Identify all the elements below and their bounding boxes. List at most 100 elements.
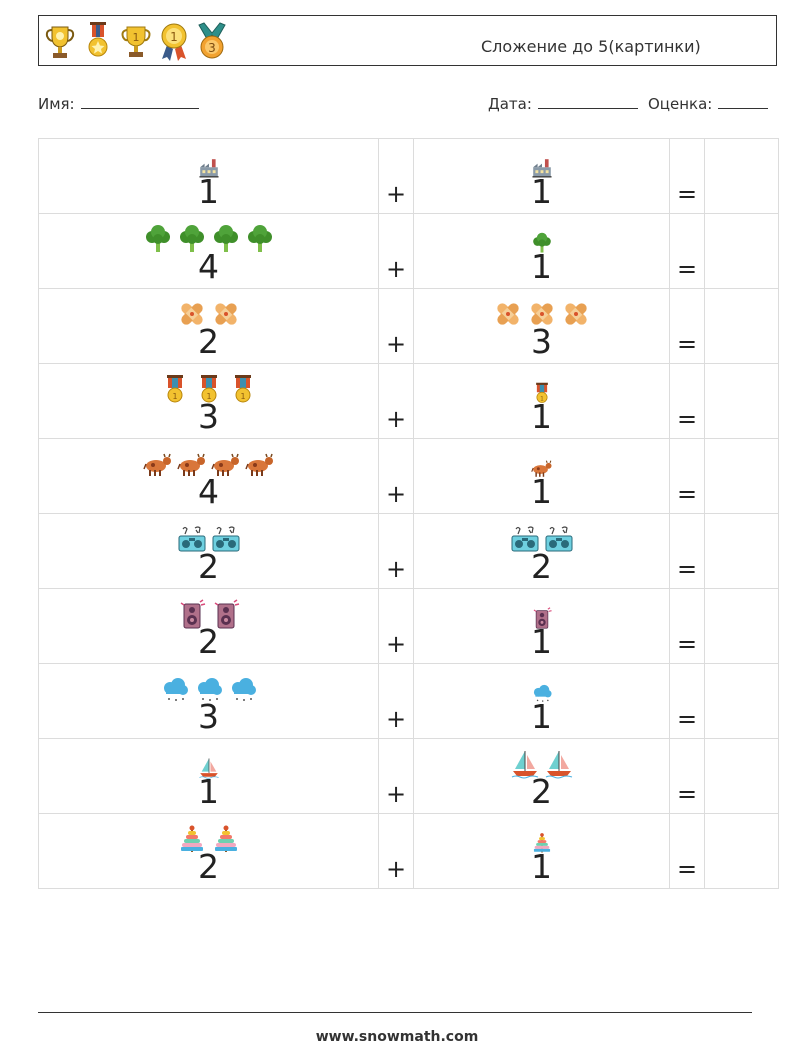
addend-b-cell: 1 bbox=[413, 363, 670, 439]
date-line[interactable] bbox=[537, 94, 638, 109]
plus-cell: + bbox=[378, 588, 414, 664]
plus-cell: + bbox=[378, 138, 414, 214]
svg-text:1: 1 bbox=[133, 31, 140, 44]
addend-b-number: 2 bbox=[531, 547, 552, 586]
equals-cell: = bbox=[669, 738, 705, 814]
addend-b-number: 1 bbox=[531, 472, 552, 511]
name-label: Имя: bbox=[38, 95, 75, 113]
addend-a-cell: 2 bbox=[38, 288, 379, 364]
equals-sign: = bbox=[676, 330, 698, 358]
answer-cell[interactable] bbox=[704, 138, 779, 214]
equals-sign: = bbox=[676, 630, 698, 658]
plus-sign: + bbox=[385, 255, 407, 283]
svg-text:3: 3 bbox=[208, 41, 216, 55]
answer-cell[interactable] bbox=[704, 213, 779, 289]
answer-cell[interactable] bbox=[704, 438, 779, 514]
answer-cell[interactable] bbox=[704, 363, 779, 439]
name-line[interactable] bbox=[80, 94, 199, 109]
addend-a-cell: 2 bbox=[38, 513, 379, 589]
addend-a-cell: 3 bbox=[38, 363, 379, 439]
plus-sign: + bbox=[385, 330, 407, 358]
plus-cell: + bbox=[378, 288, 414, 364]
answer-cell[interactable] bbox=[704, 738, 779, 814]
addend-a-cell: 2 bbox=[38, 813, 379, 889]
plus-sign: + bbox=[385, 780, 407, 808]
addend-a-number: 4 bbox=[198, 247, 219, 286]
plus-sign: + bbox=[385, 555, 407, 583]
plus-cell: + bbox=[378, 813, 414, 889]
table-row: 4 +1 = bbox=[38, 438, 779, 514]
addend-b-cell: 2 bbox=[413, 738, 670, 814]
answer-cell[interactable] bbox=[704, 513, 779, 589]
equals-cell: = bbox=[669, 138, 705, 214]
addend-b-cell: 3 bbox=[413, 288, 670, 364]
date-label: Дата: bbox=[488, 95, 532, 113]
date-field[interactable]: Дата: bbox=[488, 94, 638, 113]
table-row: 1 +1 = bbox=[38, 138, 779, 214]
plus-sign: + bbox=[385, 480, 407, 508]
addend-a-cell: 1 bbox=[38, 138, 379, 214]
addend-a-number: 2 bbox=[198, 847, 219, 886]
grade-label: Оценка: bbox=[648, 95, 713, 113]
addend-a-number: 3 bbox=[198, 397, 219, 436]
worksheet-header: 1 1 3 Сложение до 5(картинки) bbox=[38, 15, 777, 66]
table-row: 1 +2 = bbox=[38, 738, 779, 814]
plus-sign: + bbox=[385, 180, 407, 208]
addend-b-cell: 1 bbox=[413, 213, 670, 289]
answer-cell[interactable] bbox=[704, 588, 779, 664]
addend-a-number: 3 bbox=[198, 697, 219, 736]
equals-sign: = bbox=[676, 405, 698, 433]
header-icons: 1 1 3 bbox=[43, 19, 229, 63]
worksheet-title: Сложение до 5(картинки) bbox=[481, 37, 701, 56]
medal-ribbon-first-icon: 1 bbox=[161, 23, 187, 61]
addend-a-number: 2 bbox=[198, 622, 219, 661]
equals-sign: = bbox=[676, 780, 698, 808]
equals-sign: = bbox=[676, 855, 698, 883]
addend-a-cell: 4 bbox=[38, 213, 379, 289]
equals-sign: = bbox=[676, 255, 698, 283]
cup-first-icon: 1 bbox=[121, 26, 151, 57]
plus-sign: + bbox=[385, 855, 407, 883]
addend-b-number: 1 bbox=[531, 172, 552, 211]
addend-a-cell: 3 bbox=[38, 663, 379, 739]
table-row: 3 +1 = bbox=[38, 663, 779, 739]
addend-a-number: 2 bbox=[198, 322, 219, 361]
svg-text:1: 1 bbox=[170, 30, 178, 44]
answer-cell[interactable] bbox=[704, 813, 779, 889]
plus-cell: + bbox=[378, 738, 414, 814]
addend-b-cell: 1 bbox=[413, 138, 670, 214]
table-row: 3 +1 = bbox=[38, 363, 779, 439]
trophy-icon bbox=[45, 26, 75, 58]
addend-b-number: 1 bbox=[531, 847, 552, 886]
answer-cell[interactable] bbox=[704, 288, 779, 364]
addend-b-cell: 1 bbox=[413, 663, 670, 739]
grade-field[interactable]: Оценка: bbox=[648, 94, 769, 113]
table-row: 4 +1 = bbox=[38, 213, 779, 289]
addition-table: 1 +1 = 4 +1 = 2 +3 = 3 +1 = 4 +1 = 2 +2 = 2 +1 = 3 +1 = 1 +2 = 2 +1 = bbox=[38, 138, 779, 889]
table-row: 2 +3 = bbox=[38, 288, 779, 364]
plus-sign: + bbox=[385, 705, 407, 733]
table-row: 2 +2 = bbox=[38, 513, 779, 589]
equals-cell: = bbox=[669, 213, 705, 289]
addend-b-number: 1 bbox=[531, 397, 552, 436]
addend-a-cell: 2 bbox=[38, 588, 379, 664]
addend-a-number: 4 bbox=[198, 472, 219, 511]
medal-star-icon bbox=[88, 22, 108, 57]
table-row: 2 +1 = bbox=[38, 813, 779, 889]
plus-cell: + bbox=[378, 513, 414, 589]
equals-cell: = bbox=[669, 513, 705, 589]
plus-cell: + bbox=[378, 363, 414, 439]
equals-cell: = bbox=[669, 663, 705, 739]
footer-site: www.snowmath.com bbox=[315, 1029, 479, 1045]
equals-sign: = bbox=[676, 705, 698, 733]
addend-b-cell: 1 bbox=[413, 438, 670, 514]
plus-cell: + bbox=[378, 213, 414, 289]
plus-cell: + bbox=[378, 663, 414, 739]
answer-cell[interactable] bbox=[704, 663, 779, 739]
name-field[interactable]: Имя: bbox=[38, 94, 199, 113]
table-row: 2 +1 = bbox=[38, 588, 779, 664]
plus-sign: + bbox=[385, 630, 407, 658]
grade-line[interactable] bbox=[718, 94, 769, 109]
addend-b-number: 3 bbox=[531, 322, 552, 361]
equals-cell: = bbox=[669, 588, 705, 664]
